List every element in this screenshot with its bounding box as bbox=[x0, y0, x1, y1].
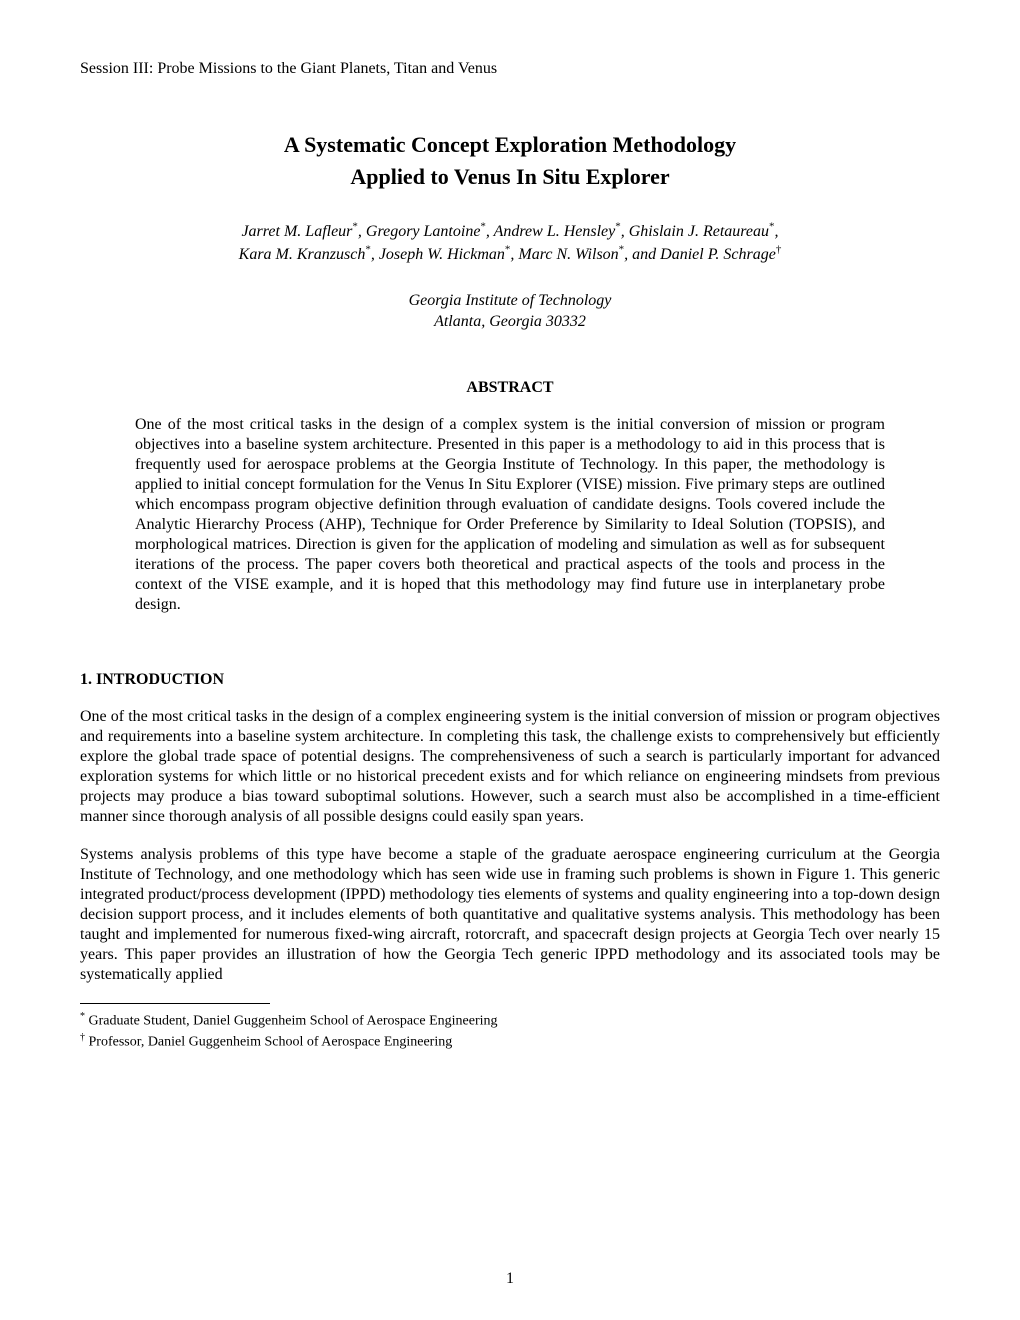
section-1-heading: 1. INTRODUCTION bbox=[80, 671, 940, 689]
authors-line-2: Kara M. Kranzusch*, Joseph W. Hickman*, … bbox=[239, 246, 782, 263]
paper-title-line-2: Applied to Venus In Situ Explorer bbox=[80, 164, 940, 190]
affiliation-line-1: Georgia Institute of Technology bbox=[409, 292, 612, 309]
page-number: 1 bbox=[80, 1262, 940, 1320]
affiliation: Georgia Institute of Technology Atlanta,… bbox=[80, 290, 940, 333]
author-list: Jarret M. Lafleur*, Gregory Lantoine*, A… bbox=[80, 220, 940, 266]
intro-paragraph-1: One of the most critical tasks in the de… bbox=[80, 707, 940, 827]
authors-line-1: Jarret M. Lafleur*, Gregory Lantoine*, A… bbox=[241, 223, 778, 240]
footnote-professor: † Professor, Daniel Guggenheim School of… bbox=[80, 1031, 940, 1052]
abstract-heading: ABSTRACT bbox=[80, 379, 940, 397]
footnote-separator bbox=[80, 1003, 270, 1004]
abstract-body: One of the most critical tasks in the de… bbox=[135, 415, 885, 615]
paper-title-line-1: A Systematic Concept Exploration Methodo… bbox=[80, 132, 940, 158]
affiliation-line-2: Atlanta, Georgia 30332 bbox=[434, 313, 586, 330]
footnote-grad-student: * Graduate Student, Daniel Guggenheim Sc… bbox=[80, 1010, 940, 1031]
intro-paragraph-2: Systems analysis problems of this type h… bbox=[80, 845, 940, 985]
session-header: Session III: Probe Missions to the Giant… bbox=[80, 60, 940, 78]
